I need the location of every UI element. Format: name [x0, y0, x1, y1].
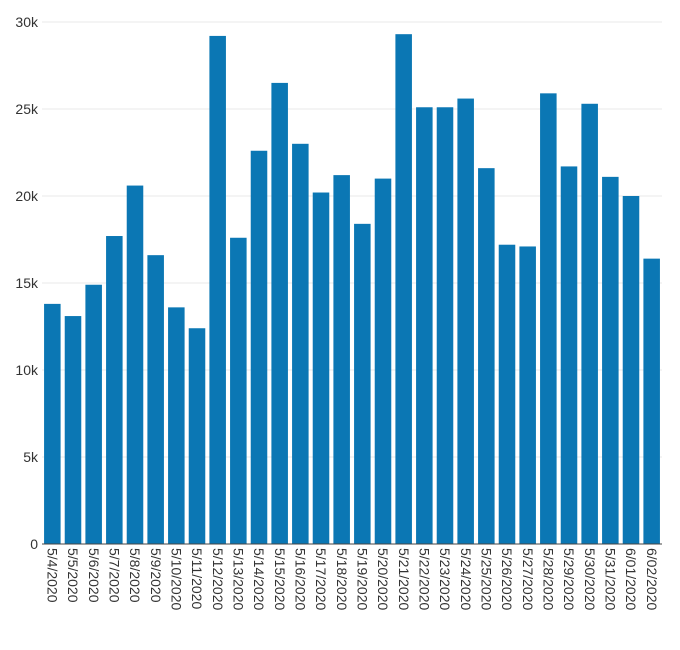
bar[interactable]: [250, 150, 268, 544]
x-tick-label: 5/31/2020: [602, 548, 618, 610]
x-tick-label: 5/14/2020: [251, 548, 267, 610]
y-tick-label: 25k: [15, 101, 39, 117]
bar[interactable]: [312, 192, 330, 544]
x-tick-label: 5/22/2020: [416, 548, 432, 610]
bar[interactable]: [271, 82, 288, 545]
bar[interactable]: [44, 303, 61, 544]
x-tick-label: 5/11/2020: [189, 548, 205, 609]
x-tick-label: 6/01/2020: [623, 548, 639, 610]
bar[interactable]: [374, 178, 392, 544]
x-tick-label: 5/9/2020: [148, 548, 164, 603]
x-tick-label: 5/26/2020: [499, 548, 515, 610]
bar[interactable]: [168, 307, 185, 544]
bar[interactable]: [540, 93, 557, 544]
x-tick-label: 5/13/2020: [230, 548, 246, 610]
x-tick-label: 5/6/2020: [86, 548, 102, 603]
bar[interactable]: [106, 236, 123, 544]
bar[interactable]: [126, 185, 144, 544]
x-tick-label: 5/21/2020: [396, 548, 412, 610]
bar[interactable]: [230, 237, 247, 544]
bar[interactable]: [602, 176, 619, 545]
bars: [44, 34, 660, 545]
x-tick-label: 5/28/2020: [540, 548, 556, 610]
bar[interactable]: [64, 316, 82, 544]
bar[interactable]: [519, 246, 536, 544]
bar[interactable]: [333, 175, 350, 544]
bar[interactable]: [457, 98, 474, 544]
x-tick-label: 5/27/2020: [520, 548, 536, 610]
x-tick-label: 5/15/2020: [272, 548, 288, 610]
x-tick-label: 5/17/2020: [313, 548, 329, 610]
y-tick-label: 10k: [15, 362, 39, 378]
y-tick-label: 30k: [15, 14, 39, 30]
bar[interactable]: [292, 143, 309, 545]
bar[interactable]: [478, 168, 495, 544]
bar[interactable]: [395, 34, 412, 545]
bar[interactable]: [85, 284, 102, 544]
x-tick-label: 5/25/2020: [478, 548, 494, 610]
bar[interactable]: [436, 107, 454, 544]
bar[interactable]: [209, 35, 226, 545]
x-tick-label: 5/20/2020: [375, 548, 391, 610]
grid-lines: [42, 21, 662, 458]
y-tick-label: 0: [30, 536, 38, 552]
x-tick-label: 5/10/2020: [168, 548, 184, 610]
x-tick-label: 6/02/2020: [644, 548, 660, 610]
y-tick-label: 20k: [15, 188, 39, 204]
x-tick-label: 5/7/2020: [106, 548, 122, 603]
bar[interactable]: [354, 223, 371, 544]
x-tick-label: 5/5/2020: [65, 548, 81, 603]
x-tick-label: 5/12/2020: [210, 548, 226, 610]
x-tick-label: 5/30/2020: [582, 548, 598, 610]
x-tick-label: 5/16/2020: [292, 548, 308, 610]
y-tick-label: 5k: [23, 449, 39, 465]
bar[interactable]: [416, 107, 433, 544]
bar[interactable]: [147, 255, 164, 544]
x-axis-ticks: 5/4/2020 5/5/2020 5/6/2020 5/7/2020 5/8/2020…: [44, 548, 659, 610]
bar[interactable]: [622, 196, 640, 544]
x-tick-label: 5/4/2020: [44, 548, 60, 603]
bar[interactable]: [188, 328, 206, 544]
bar[interactable]: [643, 258, 660, 544]
y-tick-label: 15k: [15, 275, 39, 291]
x-tick-label: 5/29/2020: [561, 548, 577, 610]
x-tick-label: 5/18/2020: [334, 548, 350, 610]
x-tick-label: 5/8/2020: [127, 548, 143, 603]
bar[interactable]: [498, 244, 516, 544]
x-tick-label: 5/19/2020: [354, 548, 370, 610]
bar[interactable]: [581, 103, 598, 544]
x-tick-label: 5/24/2020: [458, 548, 474, 610]
y-axis-ticks: 0 5k 10k 15k 20k 25k 30k: [15, 14, 39, 552]
x-tick-label: 5/23/2020: [437, 548, 453, 610]
bar[interactable]: [560, 166, 578, 545]
